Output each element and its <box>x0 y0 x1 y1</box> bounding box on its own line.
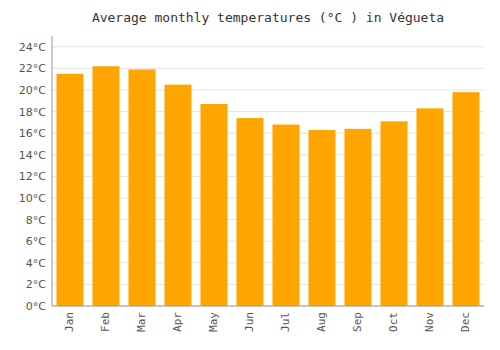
x-axis: Jan Feb Mar Apr May Jun Jul Aug Sep Oct Nov Dec <box>63 312 472 332</box>
y-axis: 0°C 2°C 4°C 6°C 8°C 10°C 12°C 14°C 16°C 18°C 20°C 2… <box>19 41 46 313</box>
bar <box>345 129 372 306</box>
x-tick-label: Jul <box>279 312 292 332</box>
x-tick-label: Jan <box>63 312 76 332</box>
y-tick-label: 0°C <box>26 300 46 313</box>
bar <box>309 130 336 306</box>
y-tick-label: 8°C <box>26 214 46 227</box>
title: Average monthly temperatures (°C ) in Vé… <box>92 10 444 25</box>
bar <box>201 104 228 306</box>
y-tick-label: 24°C <box>19 41 46 54</box>
bar <box>381 121 408 306</box>
x-tick-label: May <box>207 312 220 332</box>
y-tick-label: 6°C <box>26 235 46 248</box>
bar <box>273 125 300 306</box>
bar <box>417 108 444 306</box>
grid <box>52 47 484 306</box>
bar <box>165 85 192 306</box>
bar <box>57 74 84 306</box>
x-tick-label: Dec <box>459 312 472 332</box>
y-tick-label: 2°C <box>26 278 46 291</box>
x-tick-label: Feb <box>99 312 112 332</box>
y-axis-line <box>52 36 53 306</box>
grid-line <box>52 306 484 307</box>
bar <box>453 92 480 306</box>
grid-line <box>52 46 484 47</box>
y-tick-label: 20°C <box>19 84 46 97</box>
x-tick-label: Aug <box>315 312 328 332</box>
y-tick-label: 4°C <box>26 257 46 270</box>
x-axis-line <box>52 306 484 307</box>
x-tick-label: Oct <box>387 312 400 332</box>
bar <box>93 66 120 306</box>
x-tick-label: Sep <box>351 312 364 332</box>
x-tick-label: Mar <box>135 312 148 332</box>
bars <box>57 66 480 306</box>
x-tick-label: Jun <box>243 312 256 332</box>
y-tick-label: 12°C <box>19 170 46 183</box>
chart: 0°C 2°C 4°C 6°C 8°C 10°C 12°C 14°C 16°C 18°C 20°C 2… <box>0 0 500 350</box>
x-tick-label: Apr <box>171 312 184 332</box>
y-tick-label: 18°C <box>19 106 46 119</box>
x-tick-label: Nov <box>423 312 436 332</box>
bar <box>129 69 156 306</box>
y-tick-label: 14°C <box>19 149 46 162</box>
y-tick-label: 22°C <box>19 62 46 75</box>
y-tick-label: 16°C <box>19 127 46 140</box>
bar <box>237 118 264 306</box>
y-tick-label: 10°C <box>19 192 46 205</box>
